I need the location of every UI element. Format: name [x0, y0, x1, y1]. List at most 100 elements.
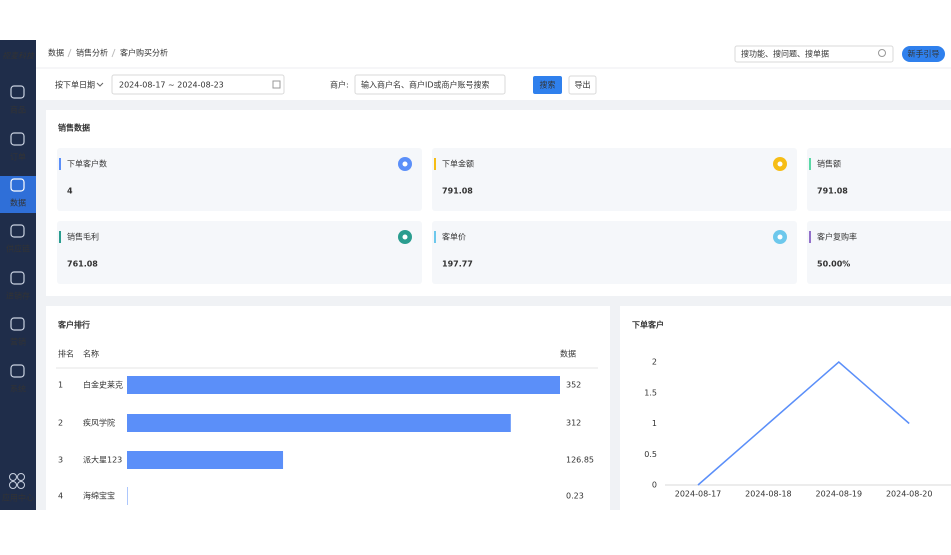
menu-item[interactable]: 供应链: [6, 244, 30, 254]
date-type[interactable]: 按下单日期: [55, 80, 95, 90]
y-tick-label: 0.5: [644, 450, 657, 459]
card-accent: [809, 158, 811, 170]
menu-icon: [10, 271, 25, 285]
app-icon: [17, 473, 25, 481]
card-value: 791.08: [442, 187, 473, 196]
separator: [111, 48, 116, 58]
panel-title: 客户排行: [57, 320, 90, 330]
stat-card: [807, 148, 951, 211]
app-center[interactable]: 应用中心: [2, 493, 34, 503]
customer-name: 派大星123: [83, 455, 122, 465]
menu-item[interactable]: 进销存: [6, 291, 30, 301]
card-value: 4: [67, 187, 73, 196]
y-tick-label: 0: [652, 481, 657, 490]
search-box[interactable]: [734, 45, 894, 63]
guide-button[interactable]: [902, 46, 945, 62]
export-button[interactable]: [568, 75, 597, 95]
x-tick-label: 2024-08-18: [745, 490, 792, 499]
separator: [67, 48, 72, 58]
bar: [127, 451, 284, 469]
menu-item[interactable]: 系统: [10, 384, 26, 394]
stat-card: [432, 148, 797, 211]
menu-item[interactable]: 数据: [10, 198, 26, 208]
menu-icon: [10, 224, 25, 238]
y-tick-label: 1.5: [644, 388, 657, 397]
stat-card: [807, 221, 951, 284]
rank: 3: [58, 456, 63, 465]
card-icon-mark: [777, 161, 783, 167]
y-tick-label: 2: [652, 358, 657, 367]
rank: 1: [58, 381, 63, 390]
search-placeholder: 搜功能、搜问题、搜单据: [741, 49, 829, 59]
card-label: 下单客户数: [67, 159, 107, 169]
panel-title: 下单客户: [632, 320, 664, 330]
app-icon: [17, 481, 25, 489]
card-value: 197.77: [442, 260, 473, 269]
search-icon: [878, 49, 886, 57]
card-icon-mark: [402, 161, 408, 167]
menu-item[interactable]: 商品: [10, 105, 26, 115]
dropdown-arrow: [96, 82, 104, 87]
card-accent: [809, 231, 811, 243]
date-input[interactable]: [111, 74, 285, 95]
active-menu: [0, 176, 36, 213]
bar: [127, 414, 511, 432]
customer-name: 白金史莱克: [83, 380, 123, 390]
x-tick-label: 2024-08-17: [675, 490, 722, 499]
line: [697, 361, 910, 486]
card-label: 下单金额: [442, 159, 474, 169]
bar: [127, 376, 560, 394]
stat-card: [57, 221, 422, 284]
ranking-panel: [46, 306, 610, 510]
date-range: 2024-08-17 ~ 2024-08-23: [119, 81, 224, 90]
card-icon-mark: [402, 234, 408, 240]
bar-value: 0.23: [566, 492, 584, 501]
search-button[interactable]: [533, 76, 562, 94]
card-accent: [59, 158, 61, 170]
menu-icon: [10, 364, 25, 378]
app-icon: [9, 481, 17, 489]
app-icon: [9, 473, 17, 481]
breadcrumb-item: 客户购买分析: [120, 48, 168, 58]
card-value: 50.00%: [817, 260, 850, 269]
breadcrumb-item[interactable]: 数据: [48, 48, 64, 58]
merchant-input[interactable]: [354, 74, 506, 95]
bar-value: 352: [566, 381, 581, 390]
customer-name: 疾风学院: [83, 418, 115, 428]
card-accent: [59, 231, 61, 243]
x-tick-label: 2024-08-20: [886, 490, 933, 499]
menu-icon: [10, 85, 25, 99]
menu-item[interactable]: 营销: [10, 337, 26, 347]
card-label: 销售额: [817, 159, 841, 169]
stat-card: [57, 148, 422, 211]
y-tick-label: 1: [652, 419, 657, 428]
card-value: 791.08: [817, 187, 848, 196]
rank: 2: [58, 419, 63, 428]
panel-title: 销售数据: [58, 123, 90, 133]
search-button-label: 搜索: [540, 80, 556, 90]
column-header: 数据: [560, 349, 576, 359]
column-header: 排名: [58, 349, 74, 359]
logo: 视麦科技: [2, 52, 35, 61]
menu-icon: [10, 132, 25, 146]
merchant-placeholder: 输入商户名、商户ID或商户账号搜索: [361, 80, 490, 90]
export-button-label: 导出: [575, 80, 591, 90]
merchant-label: 商户:: [330, 80, 349, 90]
bar: [127, 487, 128, 505]
menu-item[interactable]: 订单: [10, 152, 26, 162]
breadcrumb-item[interactable]: 销售分析: [76, 48, 108, 58]
customer-name: 海绵宝宝: [83, 491, 115, 501]
column-header: 名称: [83, 349, 99, 359]
x-tick-label: 2024-08-19: [816, 490, 863, 499]
menu-icon: [10, 178, 25, 192]
bar-value: 126.85: [566, 456, 594, 465]
menu-icon: [10, 317, 25, 331]
card-accent: [434, 231, 436, 243]
card-label: 客户复购率: [817, 232, 857, 242]
sidebar: [0, 40, 36, 510]
bar-value: 312: [566, 419, 581, 428]
card-label: 销售毛利: [67, 232, 99, 242]
card-icon-mark: [777, 234, 783, 240]
